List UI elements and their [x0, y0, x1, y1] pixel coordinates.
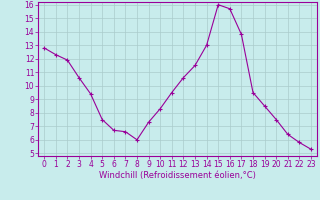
X-axis label: Windchill (Refroidissement éolien,°C): Windchill (Refroidissement éolien,°C) [99, 171, 256, 180]
